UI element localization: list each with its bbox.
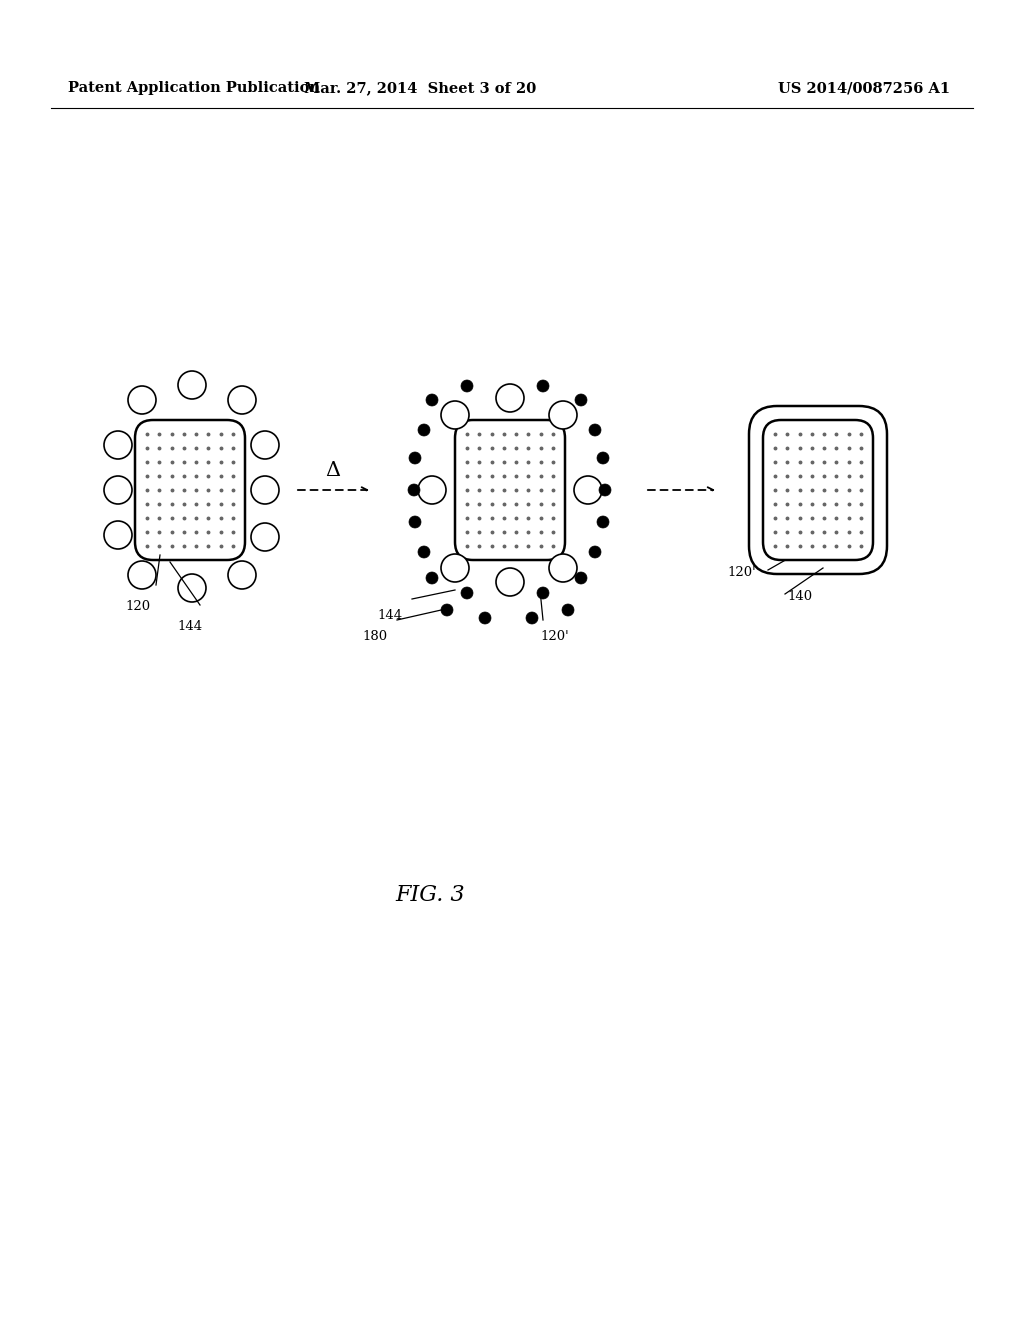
- Circle shape: [128, 385, 156, 414]
- Circle shape: [441, 605, 453, 616]
- Circle shape: [562, 605, 574, 616]
- Circle shape: [496, 384, 524, 412]
- FancyBboxPatch shape: [763, 420, 873, 560]
- Circle shape: [589, 424, 601, 436]
- Text: Δ: Δ: [326, 461, 341, 479]
- FancyBboxPatch shape: [455, 420, 565, 560]
- Circle shape: [251, 523, 279, 550]
- Circle shape: [589, 546, 601, 558]
- Circle shape: [128, 561, 156, 589]
- Circle shape: [251, 477, 279, 504]
- Circle shape: [228, 385, 256, 414]
- Circle shape: [178, 574, 206, 602]
- Text: 144: 144: [177, 620, 203, 634]
- FancyBboxPatch shape: [749, 407, 887, 574]
- Circle shape: [461, 380, 473, 392]
- Text: 144: 144: [378, 609, 402, 622]
- Text: 120': 120': [727, 566, 756, 579]
- Circle shape: [228, 561, 256, 589]
- Circle shape: [575, 572, 587, 583]
- Circle shape: [496, 568, 524, 597]
- Text: FIG. 3: FIG. 3: [395, 884, 465, 906]
- Circle shape: [441, 401, 469, 429]
- Circle shape: [599, 484, 611, 496]
- Text: 180: 180: [362, 630, 387, 643]
- Circle shape: [418, 477, 446, 504]
- Text: 120': 120': [541, 630, 569, 643]
- Circle shape: [575, 393, 587, 407]
- Circle shape: [426, 393, 438, 407]
- Circle shape: [408, 484, 420, 496]
- Circle shape: [537, 587, 549, 599]
- Circle shape: [597, 516, 609, 528]
- Circle shape: [104, 477, 132, 504]
- Circle shape: [479, 612, 490, 624]
- Circle shape: [104, 521, 132, 549]
- Circle shape: [409, 451, 421, 465]
- Text: US 2014/0087256 A1: US 2014/0087256 A1: [778, 81, 950, 95]
- Circle shape: [104, 432, 132, 459]
- Text: 140: 140: [787, 590, 812, 603]
- Circle shape: [441, 554, 469, 582]
- Circle shape: [461, 587, 473, 599]
- Circle shape: [549, 554, 577, 582]
- Circle shape: [409, 516, 421, 528]
- Circle shape: [178, 371, 206, 399]
- Circle shape: [526, 612, 538, 624]
- Circle shape: [426, 572, 438, 583]
- Circle shape: [418, 546, 430, 558]
- Circle shape: [537, 380, 549, 392]
- Text: Patent Application Publication: Patent Application Publication: [68, 81, 319, 95]
- Circle shape: [418, 424, 430, 436]
- FancyBboxPatch shape: [135, 420, 245, 560]
- Circle shape: [549, 401, 577, 429]
- Text: 120: 120: [125, 601, 151, 612]
- Text: Mar. 27, 2014  Sheet 3 of 20: Mar. 27, 2014 Sheet 3 of 20: [304, 81, 537, 95]
- Circle shape: [597, 451, 609, 465]
- Circle shape: [574, 477, 602, 504]
- Circle shape: [251, 432, 279, 459]
